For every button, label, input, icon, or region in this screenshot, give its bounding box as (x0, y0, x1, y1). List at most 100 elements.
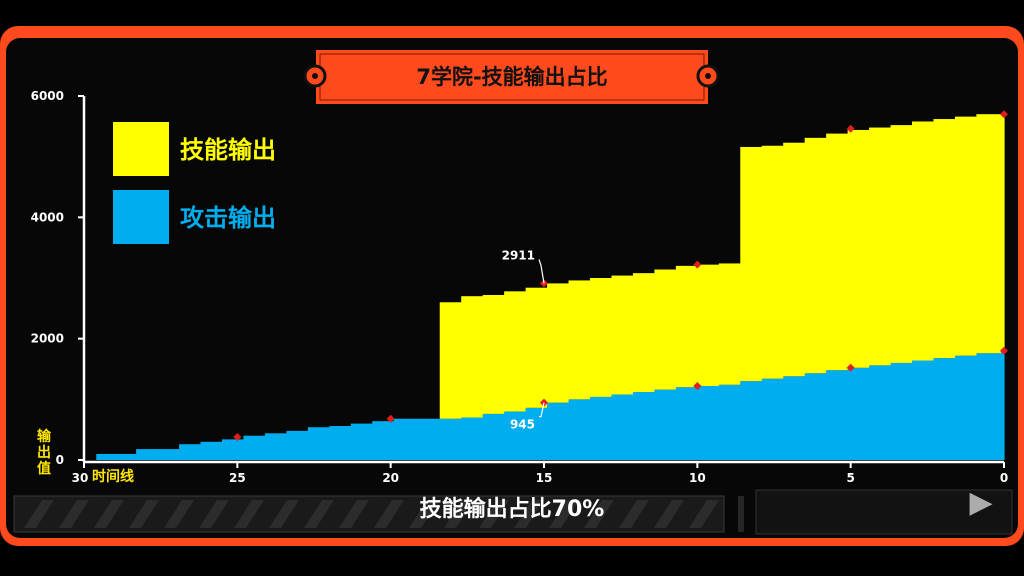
tv-logo-icon: ▶ (969, 485, 993, 520)
bottom-strip-right (755, 489, 1013, 535)
attack-area-step (393, 418, 419, 460)
skill-area-step (590, 278, 613, 397)
hatch-stripe (549, 500, 579, 528)
area-layer (96, 114, 1005, 460)
x-tick-label: 15 (536, 471, 553, 485)
attack-area-step (761, 378, 784, 460)
skill-area-step (826, 133, 849, 371)
attack-marker (233, 432, 242, 441)
y-axis-title-char: 出 (37, 444, 51, 461)
title-right-target-dot (705, 73, 711, 79)
attack-marker (386, 414, 395, 423)
skill-area-step (804, 137, 827, 374)
hatch-stripe (129, 500, 159, 528)
attack-area-step (504, 411, 527, 460)
bottom-divider (738, 496, 744, 532)
attack-area-step (243, 435, 266, 460)
attack-area-step (307, 427, 330, 460)
chart-title: 7学院-技能输出占比 (416, 65, 607, 89)
attack-area-step (482, 413, 505, 460)
y-tick-labels: 0 2000 4000 6000 (31, 89, 84, 467)
x-tick-label: 0 (1000, 471, 1008, 485)
hatch-stripe (444, 500, 474, 528)
hatch-stripe (94, 500, 124, 528)
attack-area-step (783, 376, 806, 460)
hatch-stripe (199, 500, 229, 528)
annotation-layer: 2911 945 (502, 248, 545, 432)
attack-area-step (157, 449, 180, 460)
title-banner-outer (316, 50, 708, 104)
annotation-label: 2911 (502, 248, 535, 262)
hatch-stripe (619, 500, 649, 528)
skill-area-step (439, 302, 462, 419)
y-axis-title-text: 输出值 (37, 428, 52, 477)
skill-area-step (890, 125, 913, 363)
attack-area-step (890, 362, 913, 460)
total-marker (693, 260, 702, 269)
attack-area-step (372, 421, 395, 460)
hatch-stripe (374, 500, 404, 528)
y-tick-label: 4000 (31, 210, 64, 224)
hatch-stripe (164, 500, 194, 528)
attack-area-step (976, 353, 1002, 460)
x-tick-label: 30 (72, 471, 89, 485)
attack-area-step (654, 389, 677, 460)
skill-area-step (847, 129, 870, 368)
annotation-label: 945 (510, 418, 535, 432)
title-banner: 7学院-技能输出占比 (303, 50, 720, 104)
hatch-stripe (339, 500, 369, 528)
skill-area-step (547, 283, 570, 403)
hatch-stripe (479, 500, 509, 528)
attack-area-step (439, 418, 462, 460)
attack-area-step (804, 373, 827, 460)
hatch-stripe (689, 500, 719, 528)
legend-swatch-skill (113, 122, 169, 176)
hatch-stripe (654, 500, 684, 528)
attack-area-step (826, 370, 849, 460)
attack-area-step (697, 385, 720, 460)
x-tick-labels: 30 25 20 15 10 5 0 (72, 462, 1008, 485)
legend: 技能输出 攻击输出 (113, 122, 276, 244)
attack-area-step (912, 360, 935, 460)
skill-area-step (568, 280, 591, 400)
title-left-target-dot (312, 73, 318, 79)
skill-area-step (976, 114, 1002, 354)
hatch-stripes (24, 500, 719, 528)
attack-area-step (179, 444, 202, 460)
skill-area-step (632, 273, 655, 393)
skill-area-step (740, 146, 763, 382)
attack-area-step (222, 439, 245, 460)
caption-subtitle: 技能输出占比70% (420, 496, 605, 522)
hatch-stripe (409, 500, 439, 528)
y-axis-title-char: 值 (37, 460, 51, 477)
hatch-stripe (24, 500, 54, 528)
attack-area-step (869, 365, 892, 460)
skill-area-step (525, 287, 548, 408)
total-marker (1000, 110, 1008, 119)
x-tick-label: 5 (846, 471, 854, 485)
legend-swatch-attack (113, 190, 169, 244)
hatch-stripe (304, 500, 334, 528)
attack-area-step (568, 399, 591, 460)
attack-marker (846, 363, 855, 372)
legend-label-skill: 技能输出 (180, 136, 276, 164)
attack-area-step (96, 453, 116, 460)
y-tick-label: 2000 (31, 332, 64, 346)
x-tick-label: 10 (689, 471, 706, 485)
hatch-stripe (59, 500, 89, 528)
hatch-stripe (514, 500, 544, 528)
attack-area-step (547, 402, 570, 460)
attack-area-step (632, 392, 655, 460)
attack-area-step (740, 381, 763, 460)
attack-marker (693, 381, 702, 390)
skill-area-step (504, 291, 527, 412)
x-tick-label: 25 (229, 471, 246, 485)
skill-area-step (482, 294, 505, 414)
decorative-bottom-band (13, 489, 1013, 535)
annotation-leader (539, 402, 545, 418)
attack-area-step (200, 441, 223, 460)
attack-area-step (718, 384, 741, 460)
skill-area-step (461, 296, 484, 418)
attack-area-step (461, 417, 484, 460)
